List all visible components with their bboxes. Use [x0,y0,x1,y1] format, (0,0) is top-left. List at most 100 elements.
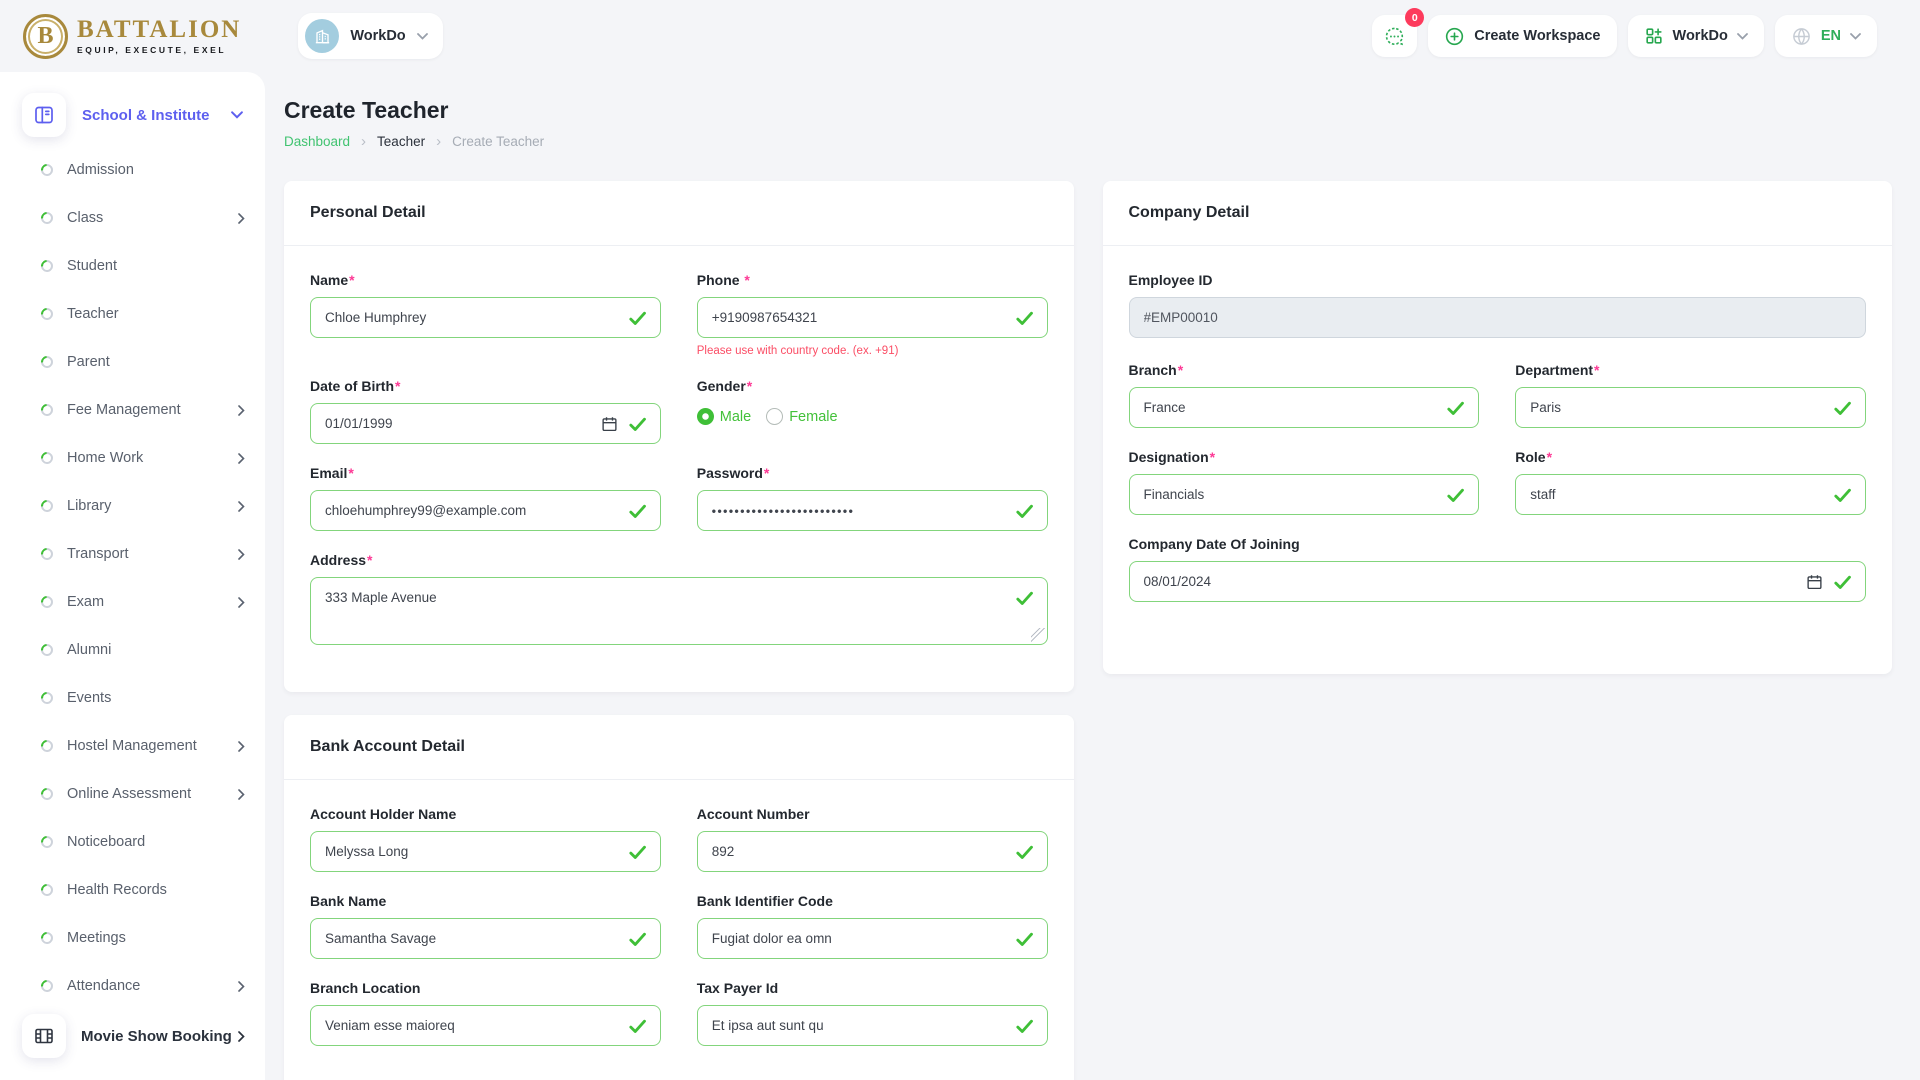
sidebar-item-events[interactable]: Events [38,674,245,722]
chat-bubble-icon [1386,27,1404,45]
password-label: Password [696,465,763,481]
employee-id-input[interactable] [1128,297,1866,338]
email-input[interactable] [310,490,661,531]
sidebar-section-label: School & Institute [82,106,210,124]
bullet-ring-icon [38,497,56,515]
bullet-ring-icon [38,449,56,467]
plus-circle-icon [1444,26,1465,47]
bank-detail-title: Bank Account Detail [284,715,1074,780]
sidebar: School & Institute Admission Class Stude… [0,72,265,1080]
bullet-ring-icon [38,689,56,707]
sidebar-item-health-records[interactable]: Health Records [38,866,245,914]
role-label: Role [1515,449,1546,465]
breadcrumb-teacher[interactable]: Teacher [377,134,426,149]
topbar: B BATTALION EQUIP, EXECUTE, EXEL WorkDo … [0,0,1920,72]
sidebar-item-class[interactable]: Class [38,194,245,242]
address-label: Address [310,552,367,568]
branch-location-input[interactable] [310,1005,661,1046]
employee-id-field: Employee ID [1128,272,1866,338]
sidebar-item-movie-show-booking[interactable]: Movie Show Booking [0,1014,265,1058]
brand-tagline: EQUIP, EXECUTE, EXEL [77,45,227,55]
workspace-switcher[interactable]: WorkDo [298,13,443,59]
sidebar-item-attendance[interactable]: Attendance [38,962,245,1010]
left-column: Personal Detail Name* Phone * [284,181,1074,1080]
department-input[interactable] [1515,387,1866,428]
required-marker: * [1594,362,1600,378]
dob-field: Date of Birth* [310,378,661,444]
bullet-ring-icon [38,161,56,179]
bullet-ring-icon [38,977,56,995]
sidebar-item-home-work[interactable]: Home Work [38,434,245,482]
name-label: Name [310,272,349,288]
bullet-ring-icon [38,545,56,563]
account-number-field: Account Number [696,806,1048,872]
breadcrumb: Dashboard › Teacher › Create Teacher [284,133,1892,150]
name-input[interactable] [310,297,661,338]
role-input[interactable] [1515,474,1866,515]
bullet-ring-icon [38,593,56,611]
sidebar-item-noticeboard[interactable]: Noticeboard [38,818,245,866]
account-number-input[interactable] [696,831,1048,872]
email-field: Email* [310,465,661,531]
chevron-right-icon [238,404,245,416]
gender-female-radio[interactable]: Female [766,408,838,425]
sidebar-item-student[interactable]: Student [38,242,245,290]
valid-check-icon [1447,488,1465,502]
sidebar-item-fee-management[interactable]: Fee Management [38,386,245,434]
gender-male-radio[interactable]: Male [696,408,751,425]
sidebar-item-parent[interactable]: Parent [38,338,245,386]
sidebar-item-meetings[interactable]: Meetings [38,914,245,962]
bullet-ring-icon [38,305,56,323]
sidebar-item-online-assessment[interactable]: Online Assessment [38,770,245,818]
movie-show-booking-label: Movie Show Booking [81,1027,232,1045]
sidebar-item-teacher[interactable]: Teacher [38,290,245,338]
valid-check-icon [1015,932,1033,946]
sidebar-section-toggle[interactable]: School & Institute [0,93,265,137]
breadcrumb-dashboard-link[interactable]: Dashboard [284,134,351,149]
branch-field: Branch* [1128,362,1480,428]
brand-name: BATTALION [77,16,242,43]
create-workspace-button[interactable]: Create Workspace [1428,15,1617,57]
building-icon [305,19,340,53]
sidebar-item-library[interactable]: Library [38,482,245,530]
brand-logo: B BATTALION EQUIP, EXECUTE, EXEL [23,13,242,59]
bank-detail-card: Bank Account Detail Account Holder Name … [284,715,1074,1080]
bullet-ring-icon [38,833,56,851]
valid-check-icon [629,417,646,431]
phone-input[interactable] [696,297,1048,338]
valid-check-icon [629,845,646,859]
bank-name-input[interactable] [310,918,661,959]
bullet-ring-icon [38,257,56,275]
address-input[interactable]: 333 Maple Avenue [310,577,1048,645]
chevron-right-icon [238,1030,245,1042]
panel-layout-icon [22,93,66,137]
calendar-icon [1807,574,1822,589]
sidebar-item-admission[interactable]: Admission [38,146,245,194]
address-field: Address* 333 Maple Avenue [310,552,1048,650]
bullet-ring-icon [38,641,56,659]
messages-button[interactable]: 0 [1372,8,1425,57]
joining-date-input[interactable] [1128,561,1866,602]
right-column: Company Detail Employee ID Branch* [1102,181,1892,674]
account-holder-input[interactable] [310,831,661,872]
chevron-down-icon [231,111,243,119]
workdo-apps-label: WorkDo [1672,28,1728,44]
name-field: Name* [310,272,661,357]
designation-input[interactable] [1128,474,1480,515]
bank-identifier-input[interactable] [696,918,1048,959]
branch-input[interactable] [1128,387,1480,428]
phone-field: Phone * Please use with country code. (e… [696,272,1048,357]
workdo-apps-button[interactable]: WorkDo [1627,15,1764,57]
dob-label: Date of Birth [310,378,394,394]
sidebar-item-transport[interactable]: Transport [38,530,245,578]
sidebar-item-alumni[interactable]: Alumni [38,626,245,674]
bullet-ring-icon [38,881,56,899]
password-input[interactable] [696,490,1048,531]
sidebar-item-hostel-management[interactable]: Hostel Management [38,722,245,770]
chevron-right-icon [238,980,245,992]
valid-check-icon [1834,575,1851,589]
sidebar-item-exam[interactable]: Exam [38,578,245,626]
tax-payer-input[interactable] [696,1005,1048,1046]
language-selector[interactable]: EN [1774,15,1877,57]
chevron-right-icon [238,452,245,464]
